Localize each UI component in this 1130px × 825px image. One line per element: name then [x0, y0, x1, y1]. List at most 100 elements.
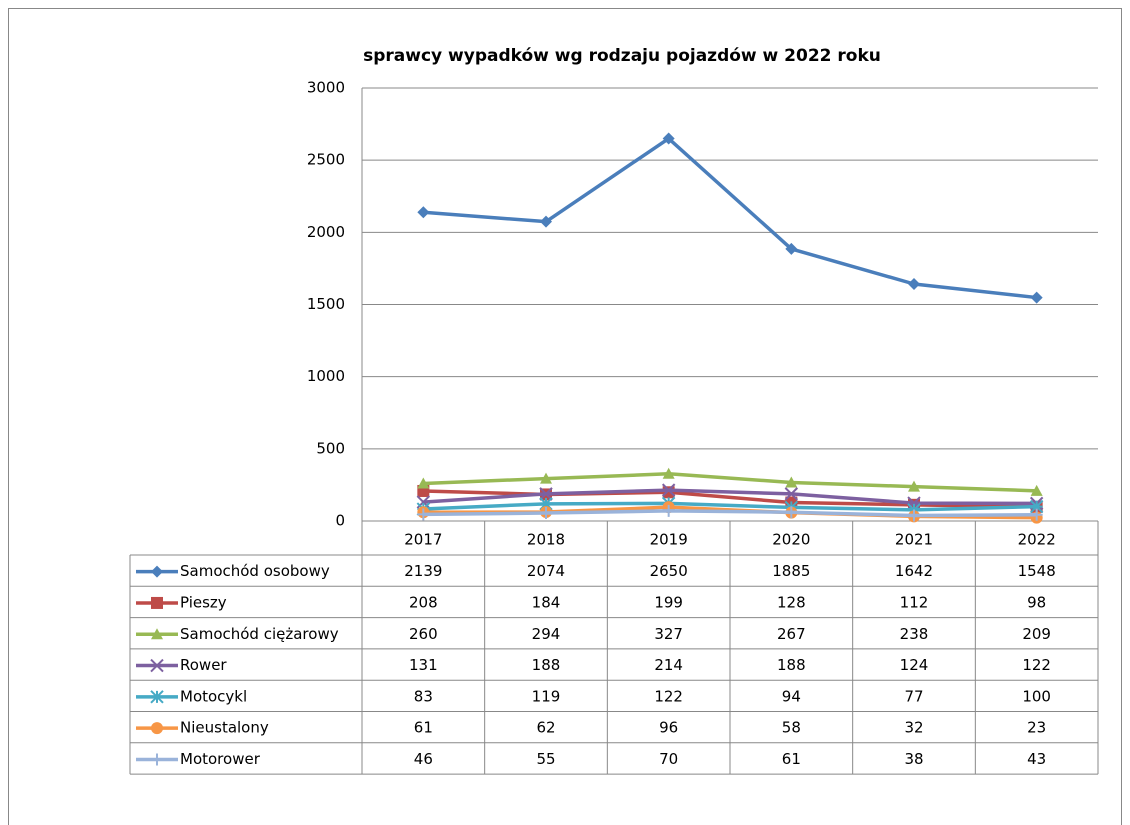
table-value: 23: [1027, 719, 1046, 737]
marker: [417, 508, 430, 521]
table-value: 260: [409, 625, 438, 643]
y-tick-label: 500: [316, 439, 345, 457]
series-line: [423, 136, 1037, 300]
table-value: 267: [777, 625, 806, 643]
marker: [540, 215, 552, 228]
legend-label: Motocykl: [180, 687, 247, 705]
marker: [785, 506, 798, 519]
table-value: 2139: [404, 562, 442, 580]
table-value: 209: [1022, 625, 1051, 643]
marker: [785, 476, 798, 488]
marker: [908, 480, 920, 492]
legend-label: Rower: [180, 656, 227, 674]
marker: [151, 628, 163, 640]
marker: [661, 483, 676, 497]
table-value: 1885: [772, 562, 810, 580]
series-line: [423, 509, 1037, 518]
x-tick-label: 2021: [895, 531, 933, 549]
x-tick-label: 2020: [772, 531, 810, 549]
table-value: 1642: [895, 562, 933, 580]
marker: [150, 690, 164, 704]
table-value: 188: [532, 656, 561, 674]
legend-label: Samochód ciężarowy: [180, 625, 339, 643]
marker: [540, 507, 552, 520]
table-value: 208: [409, 593, 438, 611]
table-value: 122: [1022, 656, 1051, 674]
table-value: 62: [536, 719, 555, 737]
table-value: 55: [536, 750, 555, 768]
marker: [539, 497, 553, 511]
marker: [540, 472, 552, 484]
y-tick-label: 2500: [307, 151, 345, 169]
marker: [1030, 291, 1043, 304]
table-value: 122: [654, 687, 683, 705]
table-value: 100: [1022, 687, 1051, 705]
marker: [417, 206, 430, 219]
table-value: 2650: [650, 562, 688, 580]
table-value: 214: [654, 656, 683, 674]
series-line: [423, 472, 1037, 493]
chart-title: sprawcy wypadków wg rodzaju pojazdów w 2…: [363, 46, 881, 66]
marker: [539, 487, 553, 501]
table-value: 61: [414, 719, 433, 737]
x-tick-label: 2018: [527, 531, 565, 549]
marker: [151, 596, 163, 609]
y-tick-label: 1500: [307, 295, 345, 313]
marker: [150, 658, 164, 673]
table-value: 131: [409, 656, 438, 674]
y-tick-label: 1000: [307, 367, 345, 385]
marker: [784, 487, 799, 501]
legend-label: Motorower: [180, 750, 261, 768]
marker: [151, 753, 163, 766]
table-value: 294: [532, 625, 561, 643]
marker: [662, 504, 675, 517]
table-value: 124: [900, 656, 929, 674]
x-tick-label: 2017: [404, 531, 442, 549]
table-value: 112: [900, 593, 929, 611]
table-value: 83: [414, 687, 433, 705]
table-value: 184: [532, 593, 561, 611]
series-line: [423, 501, 1037, 512]
table-value: 238: [900, 625, 929, 643]
y-tick-label: 3000: [307, 79, 345, 97]
table-value: 61: [782, 750, 801, 768]
marker: [151, 722, 163, 735]
table-value: 1548: [1018, 562, 1056, 580]
marker: [417, 477, 430, 489]
table-value: 58: [782, 719, 801, 737]
table-value: 128: [777, 593, 806, 611]
y-tick-label: 2000: [307, 223, 345, 241]
table-value: 38: [904, 750, 923, 768]
x-tick-label: 2022: [1018, 531, 1056, 549]
marker: [1030, 508, 1043, 521]
legend-label: Samochód osobowy: [180, 562, 330, 580]
table-value: 46: [414, 750, 433, 768]
marker: [1029, 499, 1044, 514]
table-value: 2074: [527, 562, 565, 580]
table-value: 96: [659, 719, 678, 737]
table-value: 70: [659, 750, 678, 768]
table-value: 199: [654, 593, 683, 611]
table-value: 98: [1027, 593, 1046, 611]
series-line: [423, 488, 1037, 506]
marker: [908, 278, 920, 291]
table-value: 32: [904, 719, 923, 737]
marker: [1030, 484, 1043, 496]
table-value: 327: [654, 625, 683, 643]
table-value: 119: [532, 687, 561, 705]
legend-label: Nieustalony: [180, 719, 269, 737]
y-tick-label: 0: [335, 512, 345, 530]
table-value: 94: [782, 687, 801, 705]
marker: [662, 132, 675, 145]
marker: [151, 565, 163, 578]
table-value: 43: [1027, 750, 1046, 768]
legend-label: Pieszy: [180, 593, 227, 611]
marker: [908, 509, 920, 522]
marker: [662, 467, 675, 479]
x-tick-label: 2019: [650, 531, 688, 549]
chart-frame: [8, 8, 1122, 825]
marker: [662, 486, 675, 499]
table-value: 188: [777, 656, 806, 674]
marker: [785, 242, 798, 255]
